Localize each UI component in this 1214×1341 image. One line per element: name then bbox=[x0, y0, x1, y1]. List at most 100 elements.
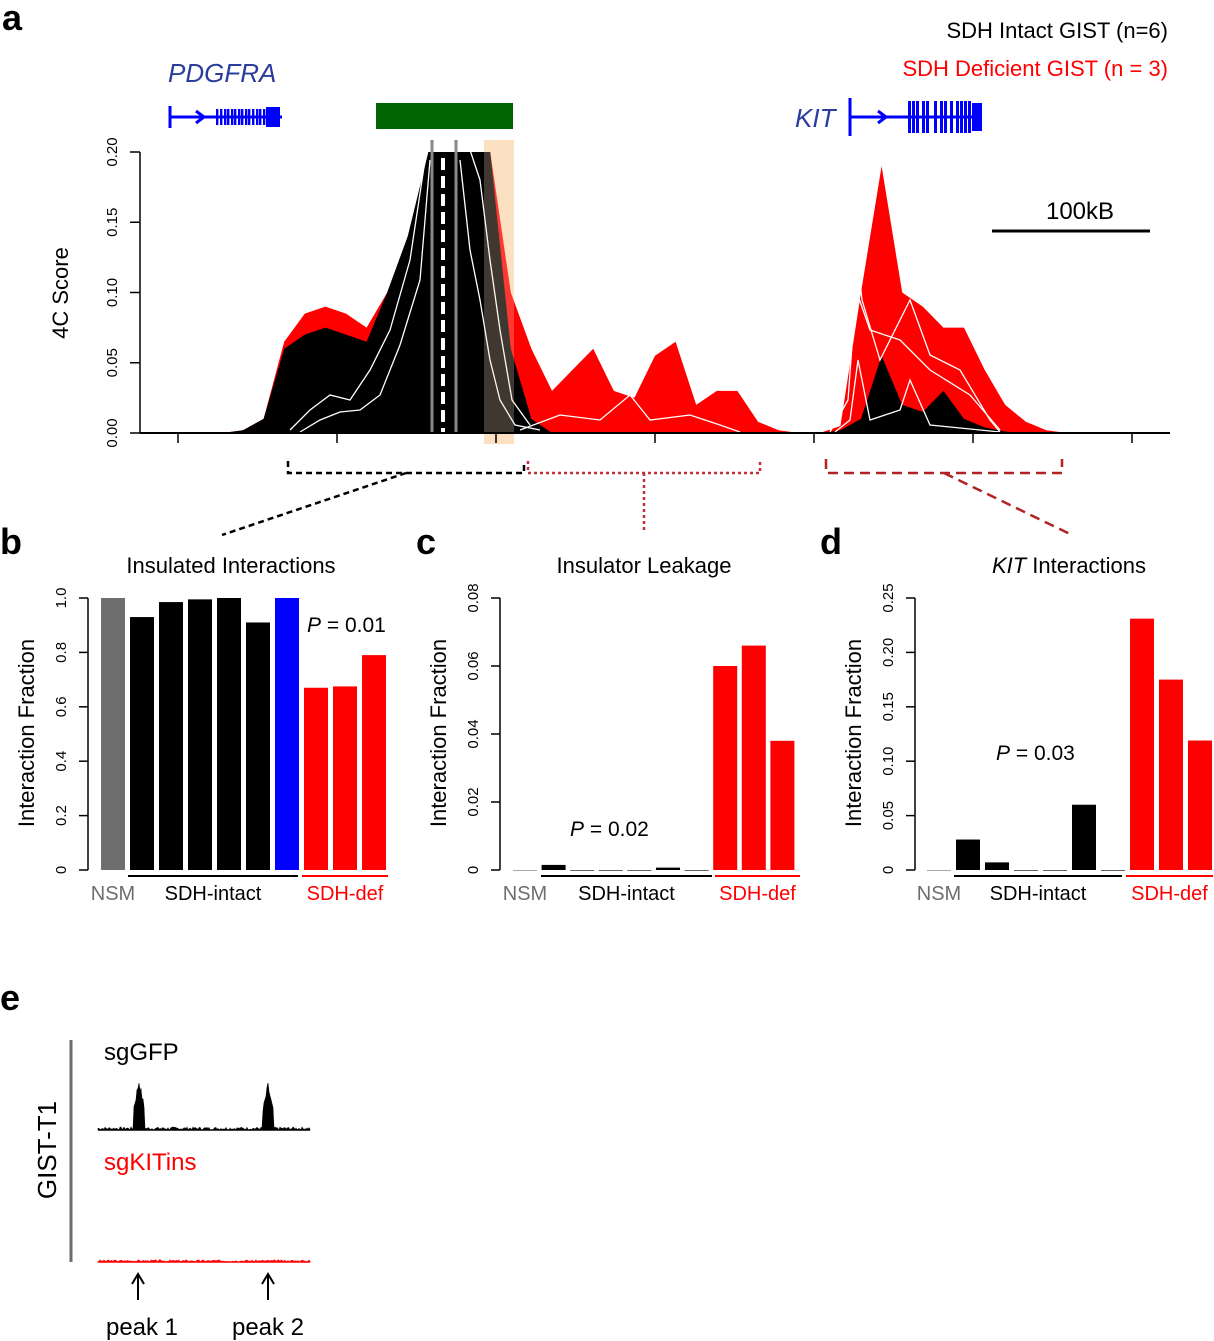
bar-def bbox=[1188, 740, 1212, 870]
peak-label-2: peak 2 bbox=[232, 1314, 304, 1341]
bar-nsm bbox=[101, 598, 125, 870]
y-tick-label: 0 bbox=[465, 866, 482, 874]
panel-label-b: b bbox=[0, 521, 22, 562]
track-label-sgkitins: sgKITins bbox=[104, 1149, 196, 1176]
exon bbox=[916, 101, 919, 133]
bar-intact bbox=[956, 839, 980, 870]
bar-intact bbox=[1101, 870, 1125, 871]
scale-bar: 100kB bbox=[992, 198, 1150, 233]
region-brackets bbox=[221, 459, 1073, 537]
y-tick-label: 0.20 bbox=[104, 137, 121, 166]
x-axis-a bbox=[140, 432, 1170, 443]
p-value: P = 0.03 bbox=[996, 742, 1075, 765]
bar-def bbox=[741, 645, 766, 870]
exon bbox=[960, 101, 963, 133]
y-tick-label: 0.02 bbox=[465, 787, 482, 816]
y-tick-label: 0.05 bbox=[880, 801, 897, 830]
y-tick-label: 0.04 bbox=[465, 719, 482, 748]
bar-def bbox=[1130, 618, 1154, 870]
group-label-nsm: NSM bbox=[917, 883, 961, 905]
gene-model-pdgfra bbox=[168, 106, 282, 128]
y-tick-label: 0.10 bbox=[880, 747, 897, 776]
y-tick-label: 1.0 bbox=[53, 588, 70, 609]
bar-intact bbox=[188, 599, 212, 870]
bar-intact bbox=[656, 867, 680, 870]
exon bbox=[922, 101, 925, 133]
track-label-sggfp: sgGFP bbox=[104, 1039, 179, 1066]
bar-blue bbox=[275, 598, 299, 870]
group-label-nsm: NSM bbox=[503, 883, 547, 905]
replicate-trace bbox=[834, 359, 1001, 433]
bar-intact bbox=[217, 598, 241, 870]
exon bbox=[241, 109, 244, 125]
y-axis-label-a: 4C Score bbox=[48, 247, 73, 339]
bar-def bbox=[713, 666, 738, 870]
replicate-trace bbox=[829, 289, 1001, 433]
exon bbox=[220, 109, 223, 125]
scale-bar-label: 100kB bbox=[1046, 198, 1114, 225]
y-tick-label: 0.00 bbox=[104, 418, 121, 447]
legend: SDH Intact GIST (n=6) SDH Deficient GIST… bbox=[902, 18, 1168, 81]
exon bbox=[908, 101, 911, 133]
exon bbox=[224, 109, 227, 125]
group-label-intact: SDH-intact bbox=[165, 883, 262, 905]
exon bbox=[968, 101, 971, 133]
legend-intact: SDH Intact GIST (n=6) bbox=[946, 18, 1168, 43]
y-tick-label: 0 bbox=[880, 866, 897, 874]
bar-intact bbox=[570, 870, 595, 871]
panel-label-e: e bbox=[0, 977, 20, 1018]
area-series-intact bbox=[140, 152, 1170, 433]
viewpoint-bar bbox=[376, 103, 513, 129]
bar-def bbox=[304, 687, 328, 870]
bar-def bbox=[770, 740, 795, 870]
y-tick-label: 0.15 bbox=[104, 208, 121, 237]
exon bbox=[216, 109, 219, 125]
bar-intact bbox=[159, 602, 183, 870]
y-tick-label: 0.8 bbox=[53, 642, 70, 663]
y-tick-label: 0.4 bbox=[53, 751, 70, 772]
gene-label-pdgfra: PDGFRA bbox=[168, 58, 276, 88]
bar-intact bbox=[1072, 804, 1096, 870]
exon bbox=[956, 101, 959, 133]
replicate-trace bbox=[519, 394, 741, 433]
y-tick-label: 0.25 bbox=[880, 583, 897, 612]
bar-nsm bbox=[513, 870, 537, 871]
bar-intact bbox=[598, 870, 623, 871]
exon bbox=[944, 101, 947, 133]
signal-area bbox=[97, 1082, 311, 1131]
replicate-trace bbox=[469, 149, 531, 426]
group-label-intact: SDH-intact bbox=[990, 883, 1087, 905]
exon bbox=[238, 109, 241, 125]
peak-label-1: peak 1 bbox=[106, 1314, 178, 1341]
bar-chart-insulated: Insulated Interactions 0 0.2 0.4 0.6 0.8 1.0 In… bbox=[14, 553, 388, 905]
bar-def bbox=[1159, 679, 1183, 870]
exon bbox=[252, 109, 255, 125]
y-tick-label: 0.15 bbox=[880, 692, 897, 721]
exon bbox=[245, 109, 248, 125]
panel-label-c: c bbox=[416, 521, 436, 562]
chart-title: Insulated Interactions bbox=[126, 553, 335, 578]
exon bbox=[964, 101, 967, 133]
y-tick-label: 0.20 bbox=[880, 638, 897, 667]
bar-nsm bbox=[927, 870, 951, 871]
peak-markers: peak 1 peak 2 bbox=[106, 1272, 304, 1341]
signal-track-sggfp bbox=[97, 1082, 311, 1131]
bar-chart-kit: KIT Interactions 0 0.05 0.10 0.15 0.20 0.25 Int… bbox=[841, 553, 1213, 905]
exon bbox=[926, 101, 929, 133]
group-label-def: SDH-def bbox=[1131, 883, 1208, 905]
chart-title-rest: Interactions bbox=[1026, 553, 1146, 578]
exon bbox=[248, 109, 251, 125]
replicate-trace bbox=[289, 159, 426, 431]
bar-intact bbox=[246, 622, 270, 870]
bar-def bbox=[362, 655, 386, 870]
exon bbox=[263, 109, 266, 125]
replicate-trace bbox=[829, 234, 1001, 433]
replicate-trace bbox=[459, 159, 541, 431]
y-tick-label: 0.6 bbox=[53, 696, 70, 717]
exon bbox=[256, 109, 259, 125]
bar-def bbox=[333, 686, 357, 870]
y-tick-label: 0.06 bbox=[465, 651, 482, 680]
exon bbox=[972, 103, 982, 131]
bar-intact bbox=[541, 864, 566, 870]
